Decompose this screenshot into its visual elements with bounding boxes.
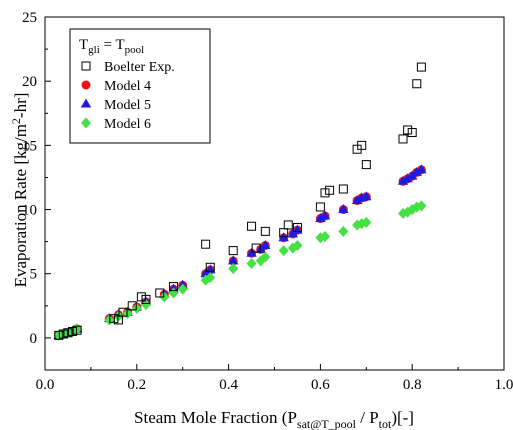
x-tick-label: 0.2 — [127, 377, 146, 393]
series-0 — [54, 62, 426, 340]
data-point — [141, 294, 151, 304]
data-point — [402, 173, 413, 183]
x-tick-label: 0.4 — [219, 377, 238, 393]
data-point — [416, 62, 426, 72]
data-point — [412, 79, 422, 89]
data-point — [260, 226, 270, 236]
series-3 — [53, 200, 427, 341]
series-2 — [53, 164, 427, 339]
data-point — [54, 330, 64, 340]
y-tick-label: 25 — [22, 10, 37, 26]
data-points — [53, 62, 427, 341]
data-point — [228, 246, 238, 256]
legend-box — [69, 28, 211, 144]
data-point — [319, 210, 331, 220]
data-point — [201, 239, 211, 249]
data-point — [251, 243, 261, 253]
legend: Tgli = Tpool Boelter Exp. Model 4 Model 5 M… — [69, 28, 211, 144]
data-point — [325, 185, 335, 195]
legend-label: Model 6 — [104, 117, 151, 132]
x-tick-label: 0.6 — [311, 377, 330, 393]
data-point — [292, 239, 303, 251]
data-point — [246, 257, 257, 269]
y-tick-label: 0 — [30, 331, 38, 347]
legend-label: Boelter Exp. — [104, 60, 175, 75]
data-point — [260, 239, 271, 249]
data-point — [397, 175, 409, 185]
legend-marker — [81, 80, 91, 90]
data-point — [136, 292, 146, 302]
legend-marker — [80, 98, 92, 108]
data-point — [72, 325, 82, 335]
data-point — [247, 221, 257, 231]
data-point — [338, 184, 348, 194]
data-point — [255, 255, 266, 267]
data-point — [68, 326, 78, 336]
data-point — [315, 202, 325, 212]
data-point — [403, 125, 413, 135]
data-point — [361, 216, 372, 228]
data-point — [338, 204, 349, 214]
y-axis-title: Evaporation Rate [kg/m2-hr] — [9, 93, 30, 288]
legend-label: Model 5 — [104, 98, 151, 113]
legend-marker — [81, 61, 91, 71]
y-tick-label: 10 — [22, 203, 37, 219]
data-point — [319, 231, 330, 243]
data-point — [278, 245, 289, 257]
data-point — [155, 288, 165, 298]
x-tick-label: 0.8 — [403, 377, 422, 393]
y-tick-label: 15 — [22, 138, 37, 154]
data-point — [177, 283, 188, 295]
legend-label: Model 4 — [104, 79, 151, 94]
series-1 — [54, 165, 426, 340]
data-point — [127, 301, 137, 311]
data-point — [109, 314, 119, 324]
data-point — [338, 225, 349, 237]
legend-title: Tgli = Tpool — [79, 37, 144, 56]
data-point — [58, 329, 68, 339]
data-point — [416, 200, 427, 212]
data-point — [205, 272, 216, 284]
data-point — [228, 263, 239, 275]
data-point — [140, 299, 151, 311]
data-point — [407, 128, 417, 138]
data-point — [315, 213, 326, 223]
y-tick-label: 20 — [22, 74, 37, 90]
data-point — [260, 251, 271, 263]
data-point — [118, 307, 128, 317]
data-point — [416, 164, 427, 174]
y-tick-label: 5 — [30, 267, 38, 283]
x-tick-label: 1.0 — [495, 377, 513, 393]
data-point — [351, 195, 363, 205]
legend-marker — [81, 117, 91, 129]
data-point — [357, 140, 367, 150]
data-point — [131, 302, 142, 314]
x-tick-label: 0.0 — [36, 377, 55, 393]
data-point — [113, 315, 123, 325]
x-axis-title: Steam Mole Fraction (Psat@T_pool / Ptot)… — [134, 408, 414, 430]
data-point — [279, 228, 289, 238]
data-point — [283, 220, 293, 230]
data-point — [246, 247, 257, 257]
data-point — [398, 134, 408, 144]
axis-ticks: 0.0 0.2 0.4 0.6 0.8 1.0 0 5 10 15 20 25 — [22, 10, 513, 393]
data-point — [411, 166, 422, 176]
data-point — [169, 282, 179, 292]
data-point — [320, 188, 330, 198]
data-point — [159, 291, 170, 303]
data-point — [205, 262, 215, 272]
data-point — [361, 160, 371, 170]
data-point — [63, 328, 73, 338]
data-point — [361, 191, 372, 201]
data-point — [292, 223, 302, 233]
legend-items: Boelter Exp. Model 4 Model 5 Model 6 — [80, 60, 175, 132]
data-point — [227, 255, 239, 265]
